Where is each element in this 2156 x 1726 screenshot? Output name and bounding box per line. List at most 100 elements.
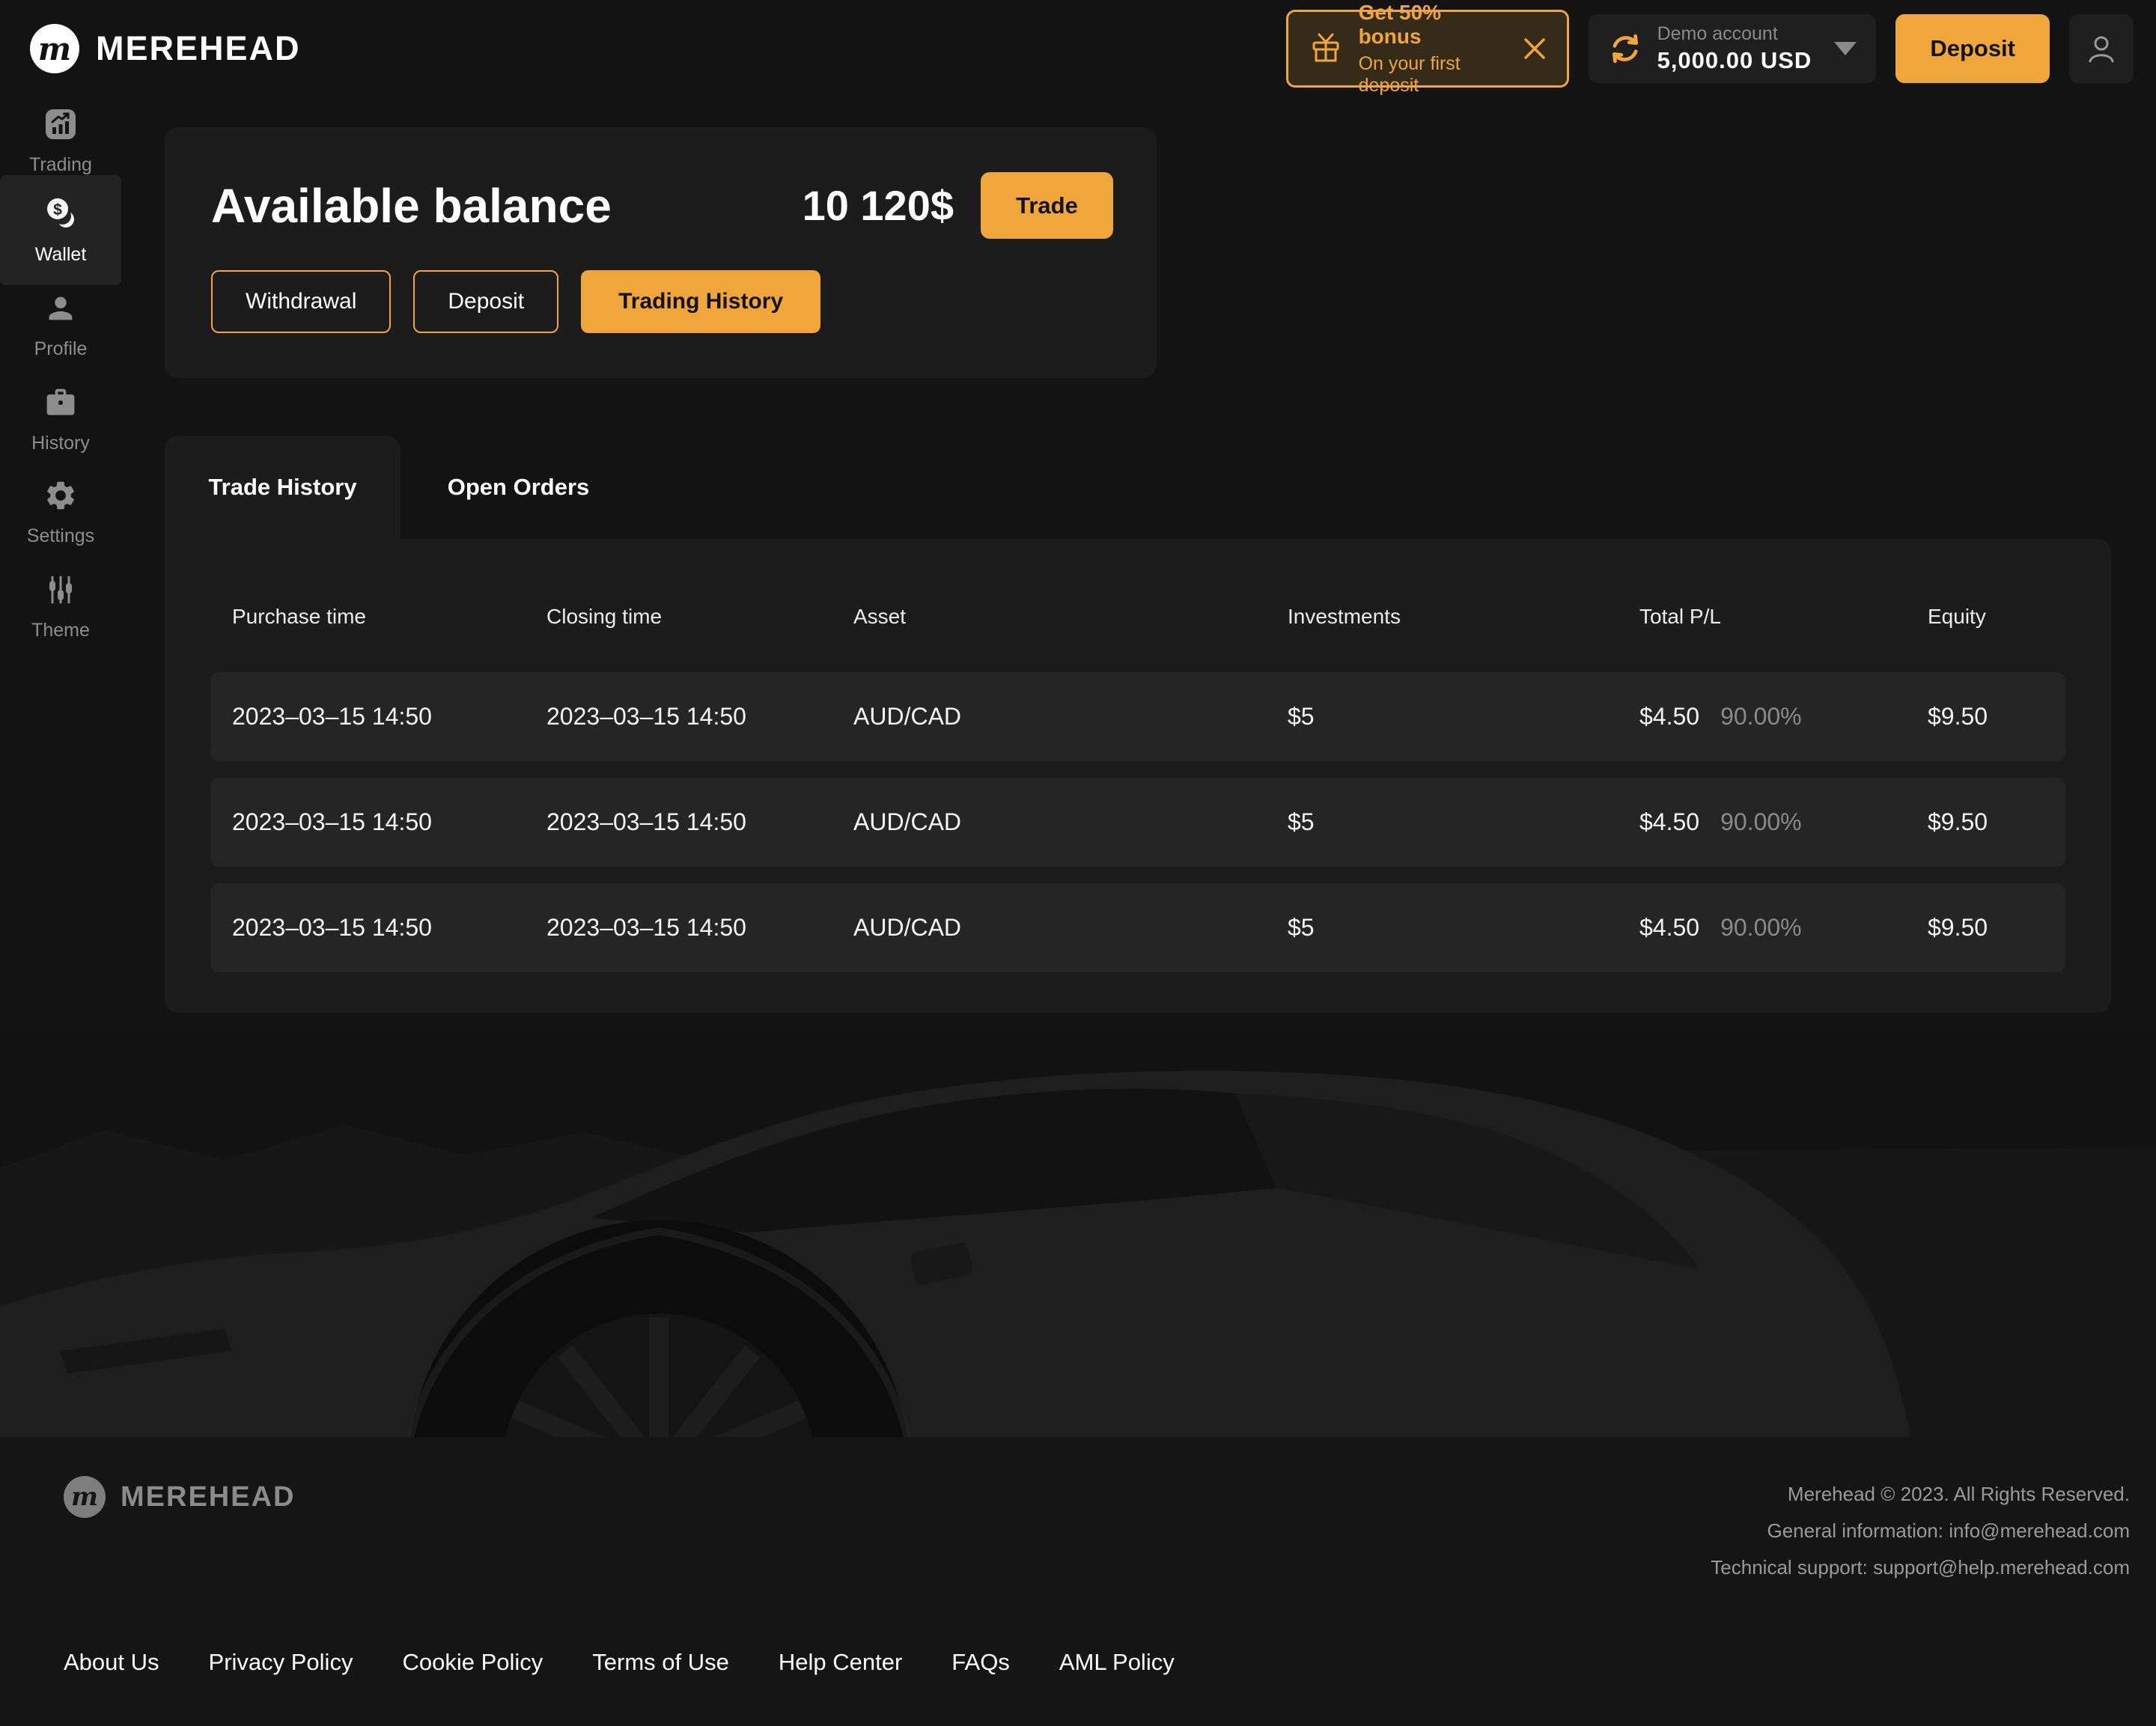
- account-selector[interactable]: Demo account 5,000.00 USD: [1588, 14, 1877, 83]
- table-row: 2023–03–15 14:50 2023–03–15 14:50 AUD/CA…: [210, 672, 2065, 761]
- sidebar-item-theme[interactable]: Theme: [0, 563, 121, 649]
- car-background-image: [0, 1029, 2156, 1437]
- sidebar-item-settings[interactable]: Settings: [0, 469, 121, 555]
- available-balance-card: Available balance 10 120$ Trade Withdraw…: [165, 127, 1157, 378]
- footer-info: Merehead © 2023. All Rights Reserved. Ge…: [1711, 1476, 2130, 1586]
- account-type-label: Demo account: [1657, 23, 1778, 44]
- column-header-total-pl: Total P/L: [1639, 605, 1721, 628]
- cell-investments: $5: [1288, 703, 1315, 730]
- sidebar-item-history[interactable]: History: [0, 376, 121, 462]
- history-tabs: Trade History Open Orders: [165, 436, 2111, 539]
- cell-equity: $9.50: [1928, 808, 1988, 835]
- bonus-title: Get 50% bonus: [1358, 1, 1442, 48]
- wallet-coins-icon: $: [41, 195, 80, 234]
- profile-avatar-button[interactable]: [2069, 14, 2134, 83]
- page-footer: m MEREHEAD Merehead © 2023. All Rights R…: [0, 1437, 2156, 1726]
- cell-equity: $9.50: [1928, 703, 1988, 730]
- sidebar-item-label: Wallet: [34, 244, 87, 265]
- footer-copyright: Merehead © 2023. All Rights Reserved.: [1787, 1483, 2130, 1505]
- footer-link-help-center[interactable]: Help Center: [778, 1649, 903, 1675]
- column-header-closing-time: Closing time: [546, 605, 663, 628]
- close-icon[interactable]: [1522, 36, 1547, 61]
- cell-closing-time: 2023–03–15 14:50: [546, 808, 746, 835]
- tab-open-orders[interactable]: Open Orders: [447, 474, 590, 500]
- bonus-texts: Get 50% bonus On your first deposit: [1359, 1, 1507, 97]
- sidebar-item-wallet[interactable]: $ Wallet: [0, 175, 121, 285]
- sidebar-item-label: Profile: [34, 338, 88, 359]
- footer-link-about-us[interactable]: About Us: [64, 1649, 159, 1675]
- top-bar-actions: Get 50% bonus On your first deposit Demo: [1285, 1, 2134, 96]
- cell-investments: $5: [1288, 808, 1315, 835]
- sidebar-item-label: Theme: [31, 620, 90, 641]
- user-icon: [2089, 36, 2114, 63]
- footer-link-aml-policy[interactable]: AML Policy: [1059, 1649, 1175, 1675]
- cell-total-pl: $4.50 90.00%: [1639, 914, 1802, 941]
- merehead-logo-icon: m: [30, 24, 79, 73]
- cell-total-pl-percent: 90.00%: [1720, 808, 1802, 835]
- sidebar-item-trading[interactable]: Trading: [0, 97, 121, 183]
- footer-general-info: General information: info@merehead.com: [1767, 1519, 2130, 1542]
- deposit-button[interactable]: Deposit: [1895, 14, 2050, 83]
- trading-chart-icon: [43, 105, 78, 144]
- sidebar-item-label: History: [31, 433, 90, 454]
- gear-icon: [43, 476, 78, 515]
- cell-asset: AUD/CAD: [853, 914, 962, 941]
- person-icon: [43, 289, 78, 328]
- bonus-subtitle: On your first deposit: [1358, 53, 1461, 96]
- cell-investments: $5: [1288, 914, 1315, 941]
- main-content: Available balance 10 120$ Trade Withdraw…: [165, 127, 2111, 1013]
- footer-link-faqs[interactable]: FAQs: [951, 1649, 1010, 1675]
- cell-total-pl: $4.50 90.00%: [1639, 703, 1802, 730]
- cell-total-pl: $4.50 90.00%: [1639, 808, 1802, 835]
- sliders-icon: [44, 570, 77, 609]
- column-header-purchase-time: Purchase time: [232, 605, 366, 628]
- footer-tech-support: Technical support: support@help.merehead…: [1711, 1556, 2130, 1579]
- cell-purchase-time: 2023–03–15 14:50: [232, 914, 432, 941]
- top-bar: m MEREHEAD Get 50% bonus On your first d…: [0, 0, 2156, 97]
- withdrawal-button[interactable]: Withdrawal: [211, 270, 392, 333]
- chevron-down-icon: [1834, 42, 1857, 55]
- column-header-asset: Asset: [853, 605, 907, 628]
- balance-amount: 10 120$: [802, 182, 954, 229]
- footer-brand-name: MEREHEAD: [121, 1480, 296, 1513]
- table-header-row: Purchase time Closing time Asset Investm…: [210, 605, 2065, 629]
- cell-closing-time: 2023–03–15 14:50: [546, 703, 746, 730]
- cell-equity: $9.50: [1928, 914, 1988, 941]
- sidebar-item-label: Trading: [29, 154, 92, 175]
- gift-icon: [1308, 29, 1344, 68]
- cell-total-pl-percent: 90.00%: [1720, 703, 1802, 730]
- table-row: 2023–03–15 14:50 2023–03–15 14:50 AUD/CA…: [210, 778, 2065, 867]
- footer-logo: m MEREHEAD: [64, 1476, 295, 1518]
- sidebar-item-label: Settings: [26, 525, 95, 546]
- merehead-footer-logo-icon: m: [64, 1476, 106, 1518]
- sidebar-item-profile[interactable]: Profile: [0, 281, 121, 368]
- brand-logo[interactable]: m MEREHEAD: [30, 24, 301, 73]
- trade-history-table: Purchase time Closing time Asset Investm…: [165, 539, 2111, 1013]
- cell-total-pl-percent: 90.00%: [1720, 914, 1802, 941]
- cell-asset: AUD/CAD: [853, 808, 962, 835]
- briefcase-icon: [44, 383, 77, 422]
- column-header-investments: Investments: [1288, 605, 1401, 628]
- footer-link-terms-of-use[interactable]: Terms of Use: [592, 1649, 729, 1675]
- cell-purchase-time: 2023–03–15 14:50: [232, 808, 432, 835]
- footer-link-cookie-policy[interactable]: Cookie Policy: [402, 1649, 543, 1675]
- footer-nav: About Us Privacy Policy Cookie Policy Te…: [64, 1649, 1175, 1676]
- svg-text:$: $: [53, 201, 62, 219]
- cell-purchase-time: 2023–03–15 14:50: [232, 703, 432, 730]
- bonus-banner[interactable]: Get 50% bonus On your first deposit: [1285, 1, 1569, 96]
- balance-title: Available balance: [211, 178, 612, 233]
- account-balance: 5,000.00 USD: [1657, 47, 1812, 73]
- sidebar-nav: Trading $ Wallet Profile History: [0, 97, 121, 921]
- cell-closing-time: 2023–03–15 14:50: [546, 914, 746, 941]
- footer-link-privacy-policy[interactable]: Privacy Policy: [208, 1649, 353, 1675]
- table-row: 2023–03–15 14:50 2023–03–15 14:50 AUD/CA…: [210, 883, 2065, 972]
- trade-button[interactable]: Trade: [981, 172, 1113, 239]
- column-header-equity: Equity: [1928, 605, 1986, 628]
- refresh-icon: [1608, 29, 1642, 68]
- trading-history-button[interactable]: Trading History: [581, 270, 821, 333]
- brand-name: MEREHEAD: [96, 29, 301, 67]
- cell-asset: AUD/CAD: [853, 703, 962, 730]
- deposit-action-button[interactable]: Deposit: [413, 270, 559, 333]
- tab-trade-history[interactable]: Trade History: [165, 436, 401, 539]
- account-texts: Demo account 5,000.00 USD: [1657, 23, 1812, 74]
